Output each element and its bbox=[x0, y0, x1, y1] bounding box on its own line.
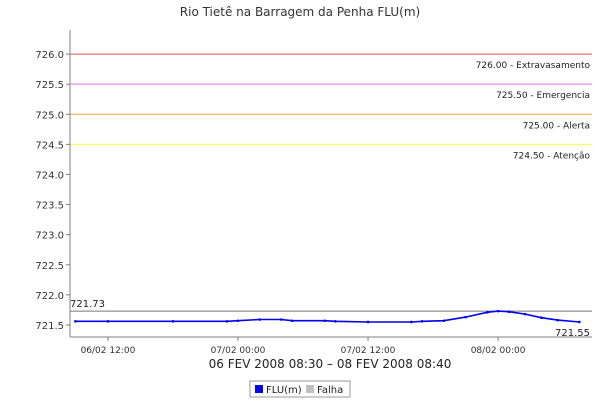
series-point-0-0 bbox=[74, 320, 77, 323]
y-tick-label-5: 724.0 bbox=[35, 170, 64, 181]
series-point-0-21 bbox=[578, 320, 581, 324]
x-tick-label-0: 06/02 12:00 bbox=[81, 346, 136, 356]
series-point-0-5 bbox=[258, 318, 261, 321]
series-point-0-15 bbox=[485, 311, 489, 314]
x-axis-label: 06 FEV 2008 08:30 – 08 FEV 2008 08:40 bbox=[209, 357, 452, 371]
threshold-label-0: 726.00 - Extravasamento bbox=[476, 61, 591, 71]
x-tick-label-3: 08/02 00:00 bbox=[471, 346, 526, 356]
y-tick-label-3: 723.0 bbox=[35, 231, 64, 242]
series-point-0-11 bbox=[410, 320, 413, 324]
threshold-label-2: 725.00 - Alerta bbox=[523, 121, 590, 131]
y-tick-label-1: 722.0 bbox=[35, 291, 64, 302]
legend-label-flu: FLU(m) bbox=[266, 385, 302, 396]
series-point-0-16 bbox=[496, 309, 500, 313]
legend-box bbox=[249, 380, 351, 398]
legend-swatch-flu bbox=[255, 385, 263, 393]
y-tick-label-4: 723.5 bbox=[35, 201, 64, 212]
series-point-0-8 bbox=[323, 319, 326, 323]
series-point-0-1 bbox=[106, 320, 110, 323]
series-point-0-12 bbox=[420, 320, 424, 323]
last-value-label: 721.55 bbox=[555, 328, 590, 339]
plot-area: 726.00 - Extravasamento 725.50 - Emergenc… bbox=[35, 30, 592, 356]
legend-swatch-falha bbox=[306, 385, 314, 393]
y-tick-label-2: 722.5 bbox=[35, 261, 64, 272]
series-point-0-9 bbox=[334, 320, 337, 323]
series-point-0-19 bbox=[540, 316, 543, 320]
legend-label-falha: Falha bbox=[317, 385, 343, 396]
series-point-0-10 bbox=[366, 320, 370, 324]
series-point-0-17 bbox=[507, 310, 511, 314]
series-point-0-7 bbox=[290, 319, 294, 323]
threshold-label-3: 724.50 - Atenção bbox=[513, 151, 591, 161]
series-point-0-6 bbox=[280, 318, 283, 321]
y-tick-label-9: 726.0 bbox=[35, 50, 64, 61]
threshold-label-1: 725.50 - Emergencia bbox=[496, 91, 590, 101]
series-point-0-4 bbox=[236, 319, 240, 323]
series-point-0-3 bbox=[225, 320, 229, 323]
y-tick-label-7: 725.0 bbox=[35, 110, 64, 121]
chart-title: Rio Tietê na Barragem da Penha FLU(m) bbox=[180, 5, 420, 19]
series-point-0-18 bbox=[523, 312, 527, 316]
legend: FLU(m) Falha bbox=[249, 380, 351, 398]
max-marker-label: 721.73 bbox=[70, 299, 105, 310]
y-tick-label-6: 724.5 bbox=[35, 140, 64, 151]
x-tick-label-2: 07/02 12:00 bbox=[341, 346, 396, 356]
y-tick-label-0: 721.5 bbox=[35, 321, 64, 332]
series-point-0-2 bbox=[171, 320, 175, 323]
series-line-0 bbox=[75, 310, 580, 323]
y-tick-label-8: 725.5 bbox=[35, 80, 64, 91]
series-point-0-13 bbox=[442, 319, 446, 323]
series-point-0-14 bbox=[464, 315, 467, 319]
x-tick-label-1: 07/02 00:00 bbox=[211, 346, 266, 356]
series-point-0-20 bbox=[556, 318, 559, 322]
